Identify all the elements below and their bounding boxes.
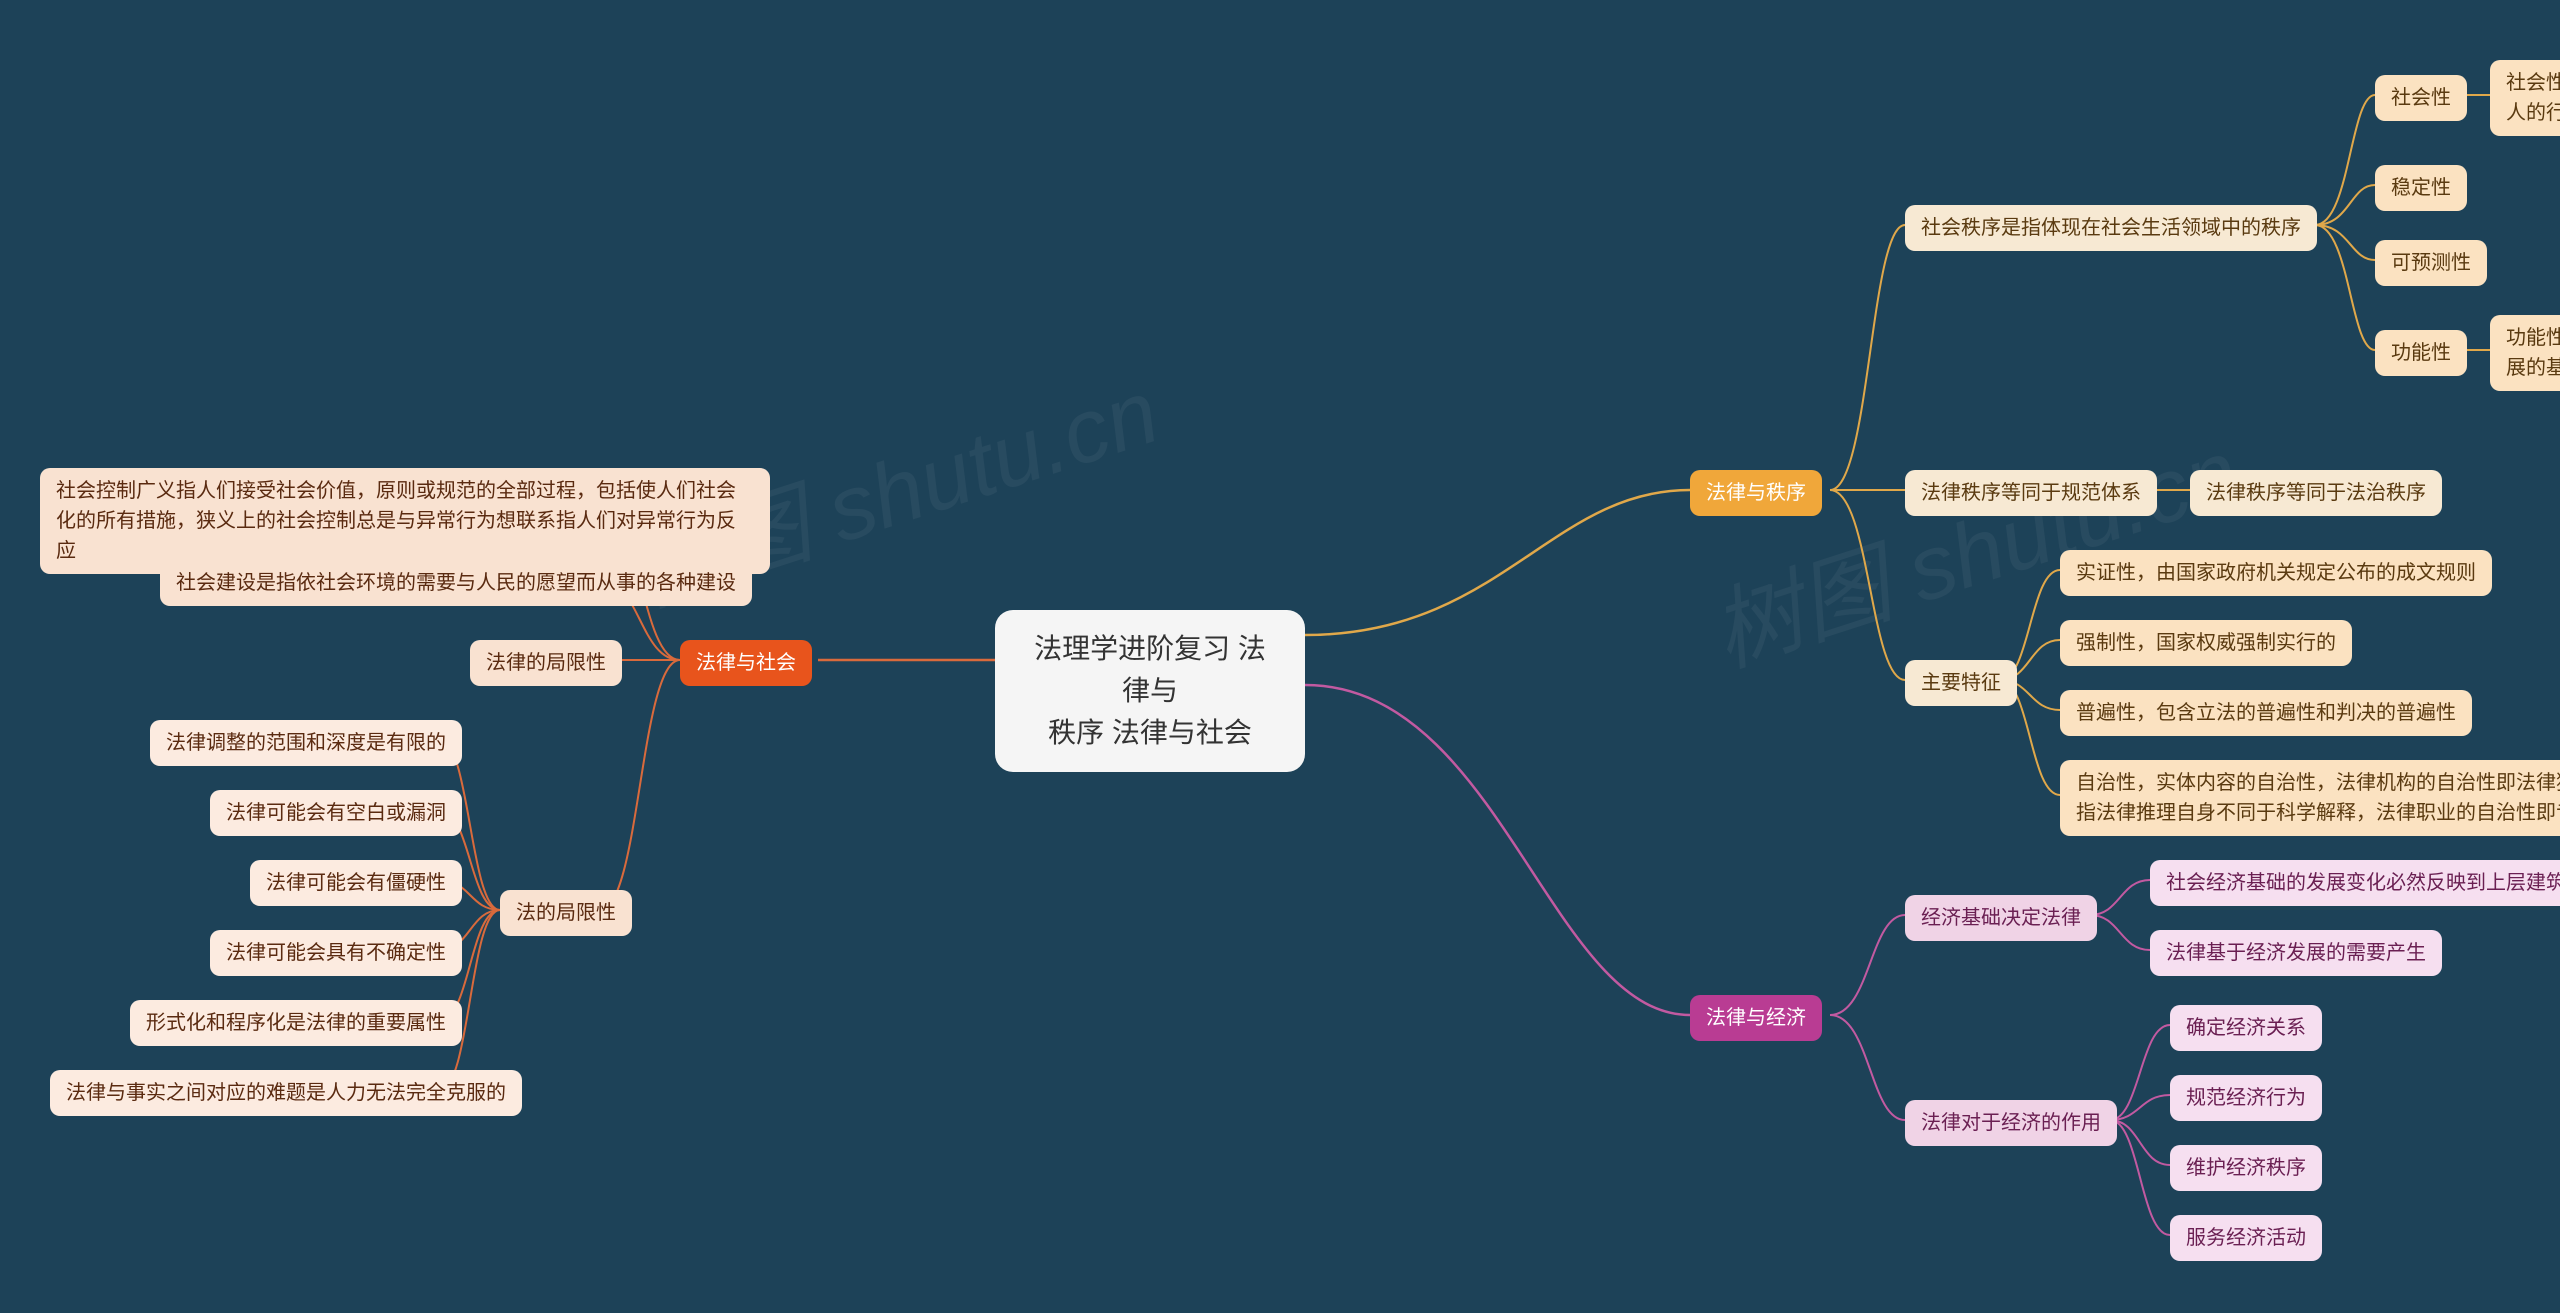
node-sociality: 社会性	[2375, 75, 2467, 121]
node-limit-4: 法律可能会具有不确定性	[210, 930, 462, 976]
node-law-limitation-title: 法律的局限性	[470, 640, 622, 686]
node-econ-role-3: 维护经济秩序	[2170, 1145, 2322, 1191]
node-functionality-detail: 功能性指社会秩序是社会生活得以存在和发展的基础和前提	[2490, 315, 2560, 391]
node-econ-role-4: 服务经济活动	[2170, 1215, 2322, 1261]
node-limit-6: 法律与事实之间对应的难题是人力无法完全克服的	[50, 1070, 522, 1116]
node-rule-of-law: 法律秩序等同于法治秩序	[2190, 470, 2442, 516]
node-law-econ-role: 法律对于经济的作用	[1905, 1100, 2117, 1146]
node-econ-basis: 经济基础决定法律	[1905, 895, 2097, 941]
node-stability: 稳定性	[2375, 165, 2467, 211]
node-main-features: 主要特征	[1905, 660, 2017, 706]
node-norm-system: 法律秩序等同于规范体系	[1905, 470, 2157, 516]
branch-order-label: 法律与秩序	[1706, 482, 1806, 504]
node-social-control: 社会控制广义指人们接受社会价值，原则或规范的全部过程，包括使人们社会化的所有措施…	[40, 468, 770, 574]
branch-society: 法律与社会	[680, 640, 812, 686]
node-autonomy: 自治性，实体内容的自治性，法律机构的自治性即法律独立于行政和立法，法律方法的自治…	[2060, 760, 2560, 836]
root-node: 法理学进阶复习 法律与秩序 法律与社会	[995, 610, 1305, 772]
node-law-limits: 法的局限性	[500, 890, 632, 936]
node-social-construction: 社会建设是指依社会环境的需要与人民的愿望而从事的各种建设	[160, 560, 752, 606]
node-positivity: 实证性，由国家政府机关规定公布的成文规则	[2060, 550, 2492, 596]
node-predictability: 可预测性	[2375, 240, 2487, 286]
node-sociality-detail: 社会性即人与人或人与自然的关系离不开人的行为	[2490, 60, 2560, 136]
node-econ-basis-1: 社会经济基础的发展变化必然反映到上层建筑	[2150, 860, 2560, 906]
root-label: 法理学进阶复习 法律与秩序 法律与社会	[1034, 633, 1266, 748]
node-limit-3: 法律可能会有僵硬性	[250, 860, 462, 906]
node-limit-5: 形式化和程序化是法律的重要属性	[130, 1000, 462, 1046]
node-functionality: 功能性	[2375, 330, 2467, 376]
branch-economy: 法律与经济	[1690, 995, 1822, 1041]
node-econ-role-2: 规范经济行为	[2170, 1075, 2322, 1121]
node-coercive: 强制性，国家权威强制实行的	[2060, 620, 2352, 666]
node-econ-basis-2: 法律基于经济发展的需要产生	[2150, 930, 2442, 976]
node-econ-role-1: 确定经济关系	[2170, 1005, 2322, 1051]
branch-order: 法律与秩序	[1690, 470, 1822, 516]
node-limit-2: 法律可能会有空白或漏洞	[210, 790, 462, 836]
node-universality: 普遍性，包含立法的普遍性和判决的普遍性	[2060, 690, 2472, 736]
node-limit-1: 法律调整的范围和深度是有限的	[150, 720, 462, 766]
node-social-order: 社会秩序是指体现在社会生活领域中的秩序	[1905, 205, 2317, 251]
